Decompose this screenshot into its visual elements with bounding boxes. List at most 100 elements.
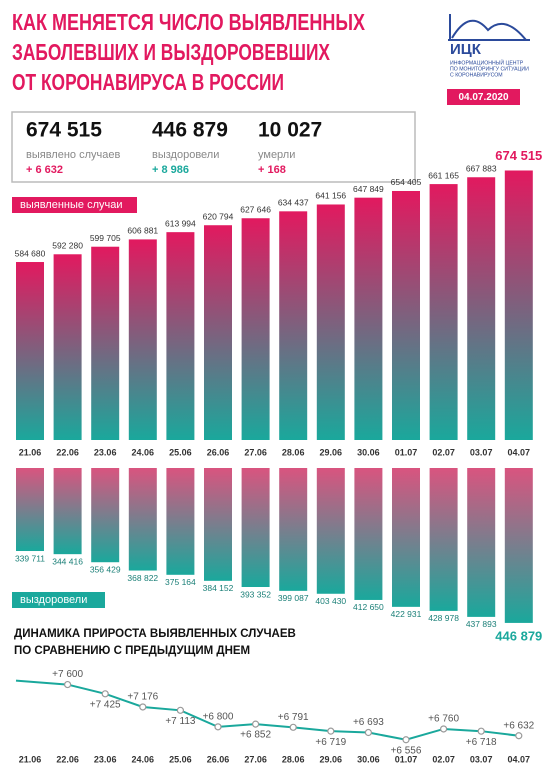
- x-tick-label: 02.07: [432, 754, 455, 764]
- value-label: 599 705: [90, 233, 121, 243]
- series-tag: [12, 197, 137, 213]
- x-tick-label: 29.06: [320, 447, 343, 457]
- stat-label: умерли: [258, 149, 295, 161]
- value-label: 613 994: [165, 218, 196, 228]
- value-label: 437 893: [466, 619, 497, 629]
- bar: [16, 468, 44, 552]
- x-tick-label: 03.07: [470, 754, 493, 764]
- point: [101, 690, 109, 698]
- x-tick-label: 22.06: [56, 754, 79, 764]
- x-tick-label: 04.07: [508, 447, 531, 457]
- value-label: 344 416: [52, 556, 83, 566]
- logo-mark: [448, 14, 530, 41]
- logo-text: ИНФОРМАЦИОННЫЙ ЦЕНТР: [450, 58, 524, 66]
- bar: [128, 239, 157, 440]
- point: [63, 680, 72, 689]
- title-line: КАК МЕНЯЕТСЯ ЧИСЛО ВЫЯВЛЕННЫХ: [12, 9, 366, 35]
- x-tick-label: 04.07: [508, 754, 531, 764]
- value-label: 661 165: [428, 170, 459, 180]
- series-name: выздоровели: [20, 594, 87, 606]
- series-tag: [12, 592, 105, 608]
- value-label: 368 822: [127, 573, 158, 583]
- value-label: 647 849: [353, 184, 384, 194]
- bar: [279, 468, 308, 591]
- bar: [16, 262, 44, 440]
- value-label: 674 515: [495, 148, 542, 163]
- point: [402, 736, 410, 744]
- value-label: 584 680: [15, 248, 46, 258]
- bar: [166, 468, 195, 575]
- bar: [53, 468, 82, 555]
- bar: [204, 225, 232, 440]
- point: [327, 727, 335, 735]
- x-tick-label: 01.07: [395, 754, 418, 764]
- value-label: 399 087: [278, 593, 309, 603]
- value-label: 375 164: [165, 577, 196, 587]
- stat-label: выздоровели: [152, 149, 219, 161]
- bar: [392, 468, 420, 607]
- bar: [467, 177, 496, 440]
- value-label: +6 800: [203, 711, 234, 722]
- value-label: +6 632: [503, 720, 534, 731]
- point: [440, 725, 448, 733]
- x-tick-label: 29.06: [320, 754, 343, 764]
- x-tick-label: 26.06: [207, 754, 230, 764]
- point: [252, 720, 260, 728]
- logo-text: ПО МОНИТОРИНГУ СИТУАЦИИ: [450, 66, 529, 72]
- x-tick-label: 30.06: [357, 754, 380, 764]
- stat-label: выявлено случаев: [26, 149, 120, 161]
- stats-box: [11, 111, 416, 183]
- point: [477, 727, 485, 735]
- title-line: ОТ КОРОНАВИРУСА В РОССИИ: [12, 69, 284, 95]
- value-label: +6 556: [391, 745, 422, 756]
- value-label: +7 425: [90, 699, 121, 710]
- x-tick-label: 25.06: [169, 447, 192, 457]
- x-tick-label: 23.06: [94, 754, 117, 764]
- line-title: ДИНАМИКА ПРИРОСТА ВЫЯВЛЕННЫХ СЛУЧАЕВ: [14, 628, 296, 640]
- line-lead: [15, 679, 68, 686]
- x-tick-label: 24.06: [132, 754, 155, 764]
- stat-value: 10 027: [258, 119, 322, 142]
- value-label: 422 931: [391, 609, 422, 619]
- value-label: 403 430: [315, 596, 346, 606]
- title-line: ЗАБОЛЕВШИХ И ВЫЗДОРОВЕВШИХ: [12, 39, 330, 65]
- bar: [504, 170, 533, 441]
- bar: [166, 232, 195, 440]
- x-tick-label: 28.06: [282, 754, 305, 764]
- x-tick-label: 23.06: [94, 447, 117, 457]
- stat-value: 674 515: [26, 119, 102, 142]
- bar: [316, 204, 345, 440]
- date: 04.07.2020: [458, 92, 508, 103]
- x-tick-label: 30.06: [357, 447, 380, 457]
- bar: [354, 197, 383, 440]
- point: [515, 732, 523, 740]
- bar: [504, 468, 533, 623]
- bar: [91, 246, 120, 440]
- stat-value: 446 879: [152, 119, 228, 142]
- value-label: 592 280: [52, 241, 83, 251]
- x-tick-label: 25.06: [169, 754, 192, 764]
- value-label: +7 113: [165, 716, 196, 727]
- x-tick-label: 03.07: [470, 447, 493, 457]
- x-tick-label: 26.06: [207, 447, 230, 457]
- point: [289, 723, 297, 731]
- stat-change: + 6 632: [26, 164, 63, 176]
- value-label: 667 883: [466, 164, 497, 174]
- value-label: +6 718: [466, 737, 497, 748]
- bar: [392, 190, 420, 440]
- value-label: 412 650: [353, 602, 384, 612]
- value-label: 620 794: [203, 211, 234, 221]
- point: [214, 723, 222, 731]
- value-label: 627 646: [240, 204, 271, 214]
- point: [176, 706, 184, 714]
- value-label: +6 852: [240, 730, 271, 741]
- date-badge: [447, 89, 520, 105]
- x-tick-label: 01.07: [395, 447, 418, 457]
- value-label: 393 352: [240, 589, 271, 599]
- x-tick-label: 28.06: [282, 447, 305, 457]
- value-label: 446 879: [495, 628, 542, 643]
- bar: [204, 468, 232, 581]
- value-label: +6 693: [353, 717, 384, 728]
- value-label: 384 152: [203, 583, 234, 593]
